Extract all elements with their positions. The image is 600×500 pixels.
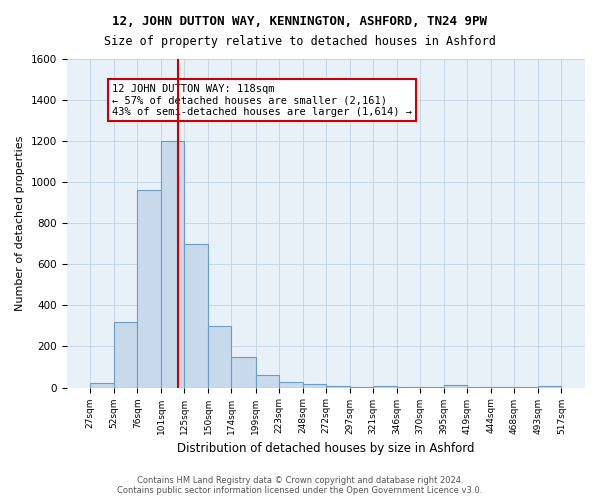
Bar xyxy=(256,375,278,388)
Bar xyxy=(302,384,326,388)
Bar xyxy=(232,357,256,388)
Text: Contains HM Land Registry data © Crown copyright and database right 2024.
Contai: Contains HM Land Registry data © Crown c… xyxy=(118,476,482,495)
Bar xyxy=(114,322,137,388)
Bar xyxy=(538,386,562,388)
X-axis label: Distribution of detached houses by size in Ashford: Distribution of detached houses by size … xyxy=(177,442,475,455)
Bar xyxy=(137,190,161,388)
Bar xyxy=(208,326,232,388)
Text: 12 JOHN DUTTON WAY: 118sqm
← 57% of detached houses are smaller (2,161)
43% of s: 12 JOHN DUTTON WAY: 118sqm ← 57% of deta… xyxy=(112,84,412,117)
Bar xyxy=(397,387,420,388)
Bar xyxy=(326,386,350,388)
Bar xyxy=(350,386,373,388)
Bar xyxy=(184,244,208,388)
Text: 12, JOHN DUTTON WAY, KENNINGTON, ASHFORD, TN24 9PW: 12, JOHN DUTTON WAY, KENNINGTON, ASHFORD… xyxy=(113,15,487,28)
Bar xyxy=(90,384,114,388)
Bar xyxy=(444,385,467,388)
Bar xyxy=(161,141,184,388)
Bar xyxy=(373,386,397,388)
Text: Size of property relative to detached houses in Ashford: Size of property relative to detached ho… xyxy=(104,35,496,48)
Bar xyxy=(278,382,302,388)
Y-axis label: Number of detached properties: Number of detached properties xyxy=(15,136,25,311)
